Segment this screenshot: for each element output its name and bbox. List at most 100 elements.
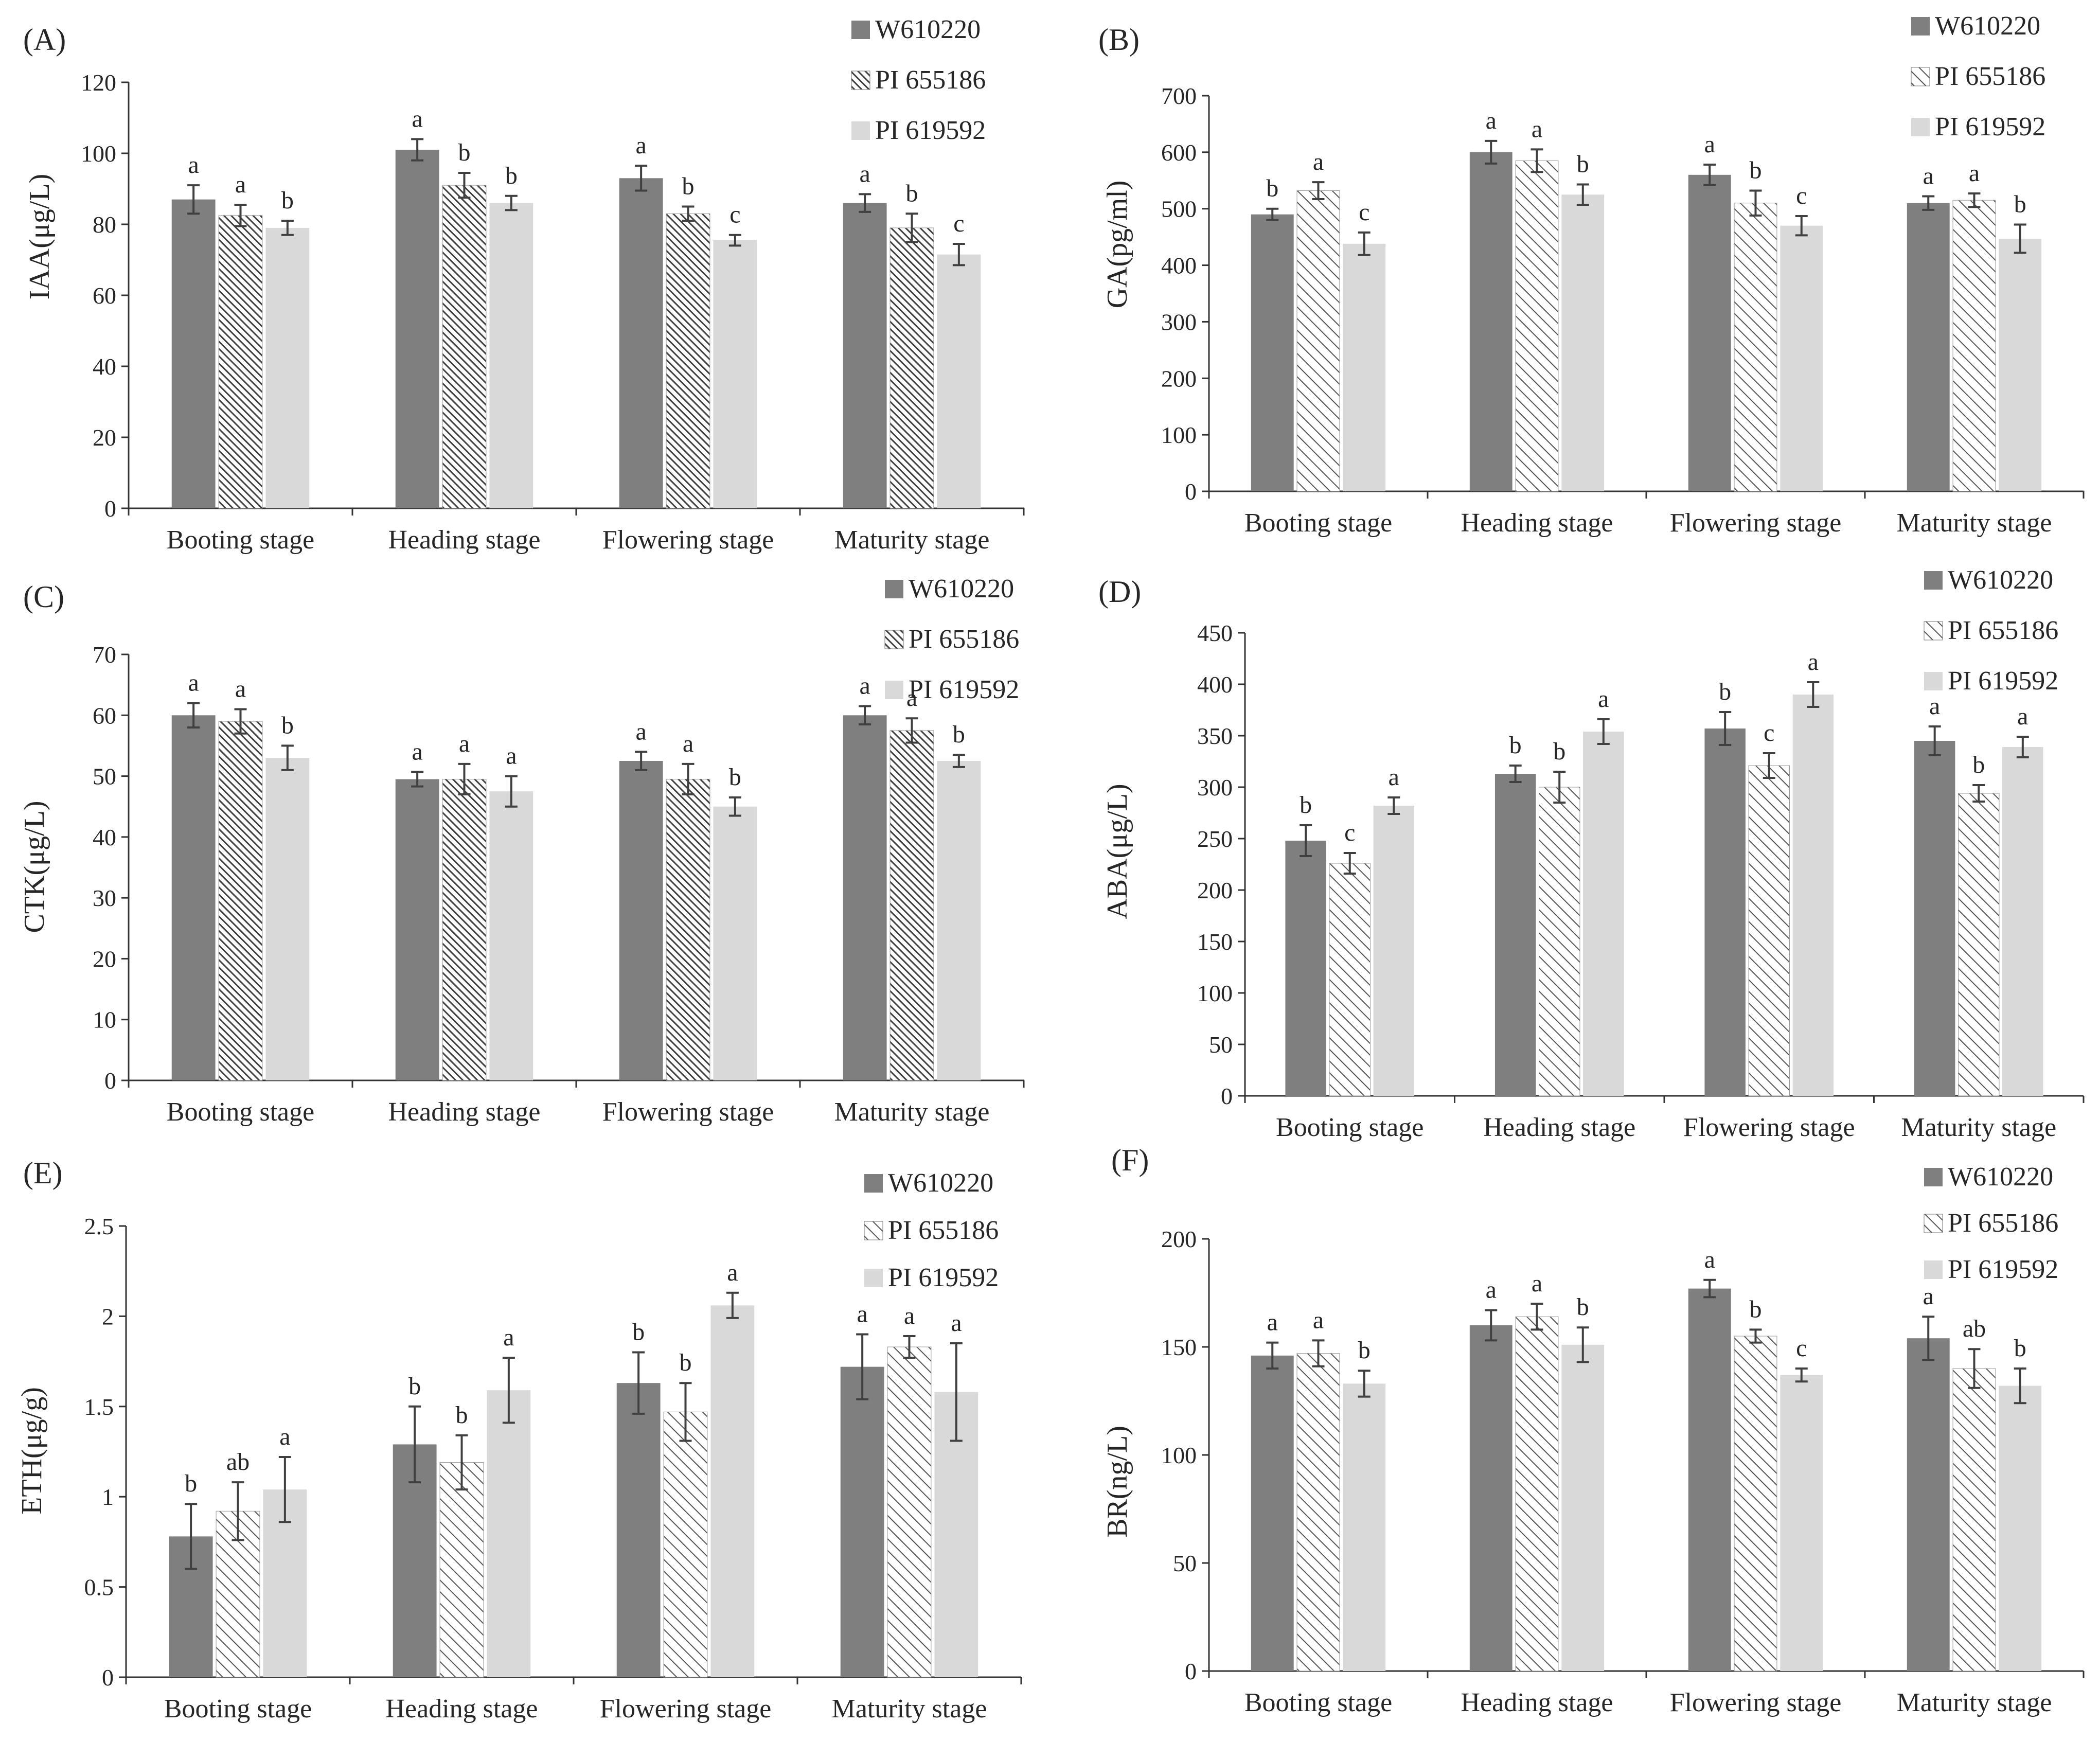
significance-letter: a bbox=[235, 171, 246, 198]
bar-pi-655186 bbox=[666, 213, 710, 509]
y-tick-label: 400 bbox=[1197, 671, 1233, 698]
legend-label: W610220 bbox=[1948, 1162, 2053, 1192]
y-tick-label: 200 bbox=[1161, 365, 1197, 392]
y-tick-label: 2 bbox=[102, 1303, 114, 1329]
bar-pi-655186 bbox=[887, 1346, 932, 1678]
y-tick-label: 120 bbox=[81, 69, 116, 96]
bar-pi-619592 bbox=[1780, 225, 1823, 492]
legend-swatch bbox=[1911, 67, 1930, 86]
significance-letter: b bbox=[1750, 157, 1762, 184]
significance-letter: a bbox=[1923, 163, 1934, 190]
y-tick-label: 700 bbox=[1161, 83, 1197, 109]
legend-label: W610220 bbox=[909, 574, 1014, 603]
bar-pi-655186 bbox=[218, 215, 263, 509]
bar-pi-619592 bbox=[1343, 243, 1386, 491]
bar-w610220 bbox=[1907, 203, 1950, 491]
bar-pi-619592 bbox=[265, 227, 310, 508]
significance-letter: a bbox=[1267, 1309, 1278, 1336]
panel-label: (C) bbox=[23, 580, 64, 614]
legend-swatch bbox=[851, 121, 870, 140]
panel-label: (A) bbox=[23, 23, 66, 57]
y-tick-label: 0 bbox=[1185, 478, 1197, 505]
bar-pi-619592 bbox=[489, 203, 533, 509]
panel-d: (D) ABA(μg/L) 0 50 100 150 200 250 300 350 400 45… bbox=[1098, 565, 2085, 1142]
bar-pi-619592 bbox=[713, 806, 757, 1080]
y-tick-label: 1.5 bbox=[84, 1394, 114, 1420]
bar-pi-655186 bbox=[1515, 160, 1559, 492]
y-axis-title: ETH(μg/g) bbox=[16, 1387, 48, 1515]
bar-pi-655186 bbox=[442, 185, 487, 509]
significance-letter: a bbox=[951, 1309, 962, 1337]
significance-letter: a bbox=[1704, 131, 1715, 158]
legend-label: PI 619592 bbox=[875, 116, 986, 145]
significance-letter: c bbox=[1344, 819, 1355, 846]
legend-swatch bbox=[1924, 1260, 1943, 1279]
panel-b: (B) GA(pg/ml) 0 100 200 300 400 500 600 700 Boot… bbox=[1098, 11, 2085, 538]
bar-pi-655186 bbox=[1748, 765, 1790, 1096]
legend-label: W610220 bbox=[888, 1168, 993, 1198]
bar-pi-655186 bbox=[1515, 1316, 1559, 1672]
significance-letter: b bbox=[1509, 732, 1522, 759]
bar-pi-655186 bbox=[1958, 793, 2000, 1096]
bar-pi-655186 bbox=[1734, 1336, 1777, 1672]
y-tick-label: 450 bbox=[1197, 620, 1233, 646]
legend-swatch bbox=[864, 1221, 883, 1240]
significance-letter: a bbox=[1808, 648, 1819, 676]
panel-label: (F) bbox=[1111, 1143, 1149, 1177]
bar-pi-655186 bbox=[1952, 1368, 1996, 1672]
significance-letter: b bbox=[906, 180, 918, 207]
significance-letter: b bbox=[458, 139, 471, 166]
bar-w610220 bbox=[843, 715, 887, 1080]
bar-pi-619592 bbox=[1373, 806, 1415, 1096]
bar-w610220 bbox=[843, 203, 887, 509]
bar-pi-619592 bbox=[1561, 1344, 1605, 1671]
legend-swatch bbox=[851, 70, 870, 90]
legend-swatch bbox=[1924, 672, 1943, 690]
significance-letter: a bbox=[635, 132, 646, 159]
legend-swatch bbox=[884, 630, 904, 649]
bar-pi-655186 bbox=[889, 227, 934, 509]
bar-w610220 bbox=[1469, 1325, 1512, 1671]
significance-letter: a bbox=[459, 730, 470, 757]
panel-label: (B) bbox=[1098, 23, 1140, 57]
y-axis-title: GA(pg/ml) bbox=[1101, 181, 1133, 309]
significance-letter: b bbox=[729, 763, 741, 791]
legend-label: PI 619592 bbox=[909, 675, 1019, 704]
x-tick-label: Heading stage bbox=[388, 525, 540, 555]
significance-letter: b bbox=[680, 1349, 692, 1376]
significance-letter: a bbox=[1486, 107, 1497, 134]
y-tick-label: 0 bbox=[104, 1068, 116, 1094]
x-tick-label: Heading stage bbox=[388, 1097, 540, 1127]
significance-letter: a bbox=[1598, 685, 1609, 713]
y-tick-label: 0 bbox=[1221, 1083, 1233, 1109]
legend-label: PI 619592 bbox=[1948, 666, 2058, 696]
y-tick-label: 30 bbox=[93, 885, 116, 911]
x-tick-label: Booting stage bbox=[1276, 1113, 1423, 1142]
bar-w610220 bbox=[616, 1383, 661, 1677]
bar-pi-655186 bbox=[439, 1462, 484, 1678]
significance-letter: b bbox=[632, 1319, 645, 1346]
y-tick-label: 200 bbox=[1161, 1226, 1197, 1252]
significance-letter: c bbox=[953, 210, 964, 237]
bar-w610220 bbox=[1494, 774, 1536, 1096]
significance-letter: b bbox=[456, 1401, 468, 1429]
bar-pi-655186 bbox=[1296, 1353, 1340, 1672]
significance-letter: b bbox=[1358, 1337, 1371, 1364]
significance-letter: b bbox=[1972, 751, 1985, 778]
y-tick-label: 20 bbox=[93, 424, 116, 451]
y-tick-label: 500 bbox=[1161, 196, 1197, 222]
x-tick-label: Flowering stage bbox=[1683, 1113, 1855, 1142]
bar-w610220 bbox=[395, 150, 439, 509]
legend-label: PI 655186 bbox=[909, 625, 1019, 654]
panel-label: (E) bbox=[23, 1156, 63, 1190]
y-tick-label: 70 bbox=[93, 642, 116, 668]
bar-pi-619592 bbox=[937, 761, 981, 1080]
legend-label: PI 655186 bbox=[1948, 616, 2058, 645]
significance-letter: b bbox=[2014, 190, 2026, 218]
significance-letter: ab bbox=[226, 1448, 250, 1476]
bar-pi-655186 bbox=[1539, 787, 1580, 1096]
legend-label: W610220 bbox=[1948, 565, 2053, 595]
legend-label: PI 619592 bbox=[1935, 112, 2045, 141]
legend-swatch bbox=[1924, 1168, 1943, 1186]
x-tick-label: Maturity stage bbox=[832, 1694, 987, 1724]
